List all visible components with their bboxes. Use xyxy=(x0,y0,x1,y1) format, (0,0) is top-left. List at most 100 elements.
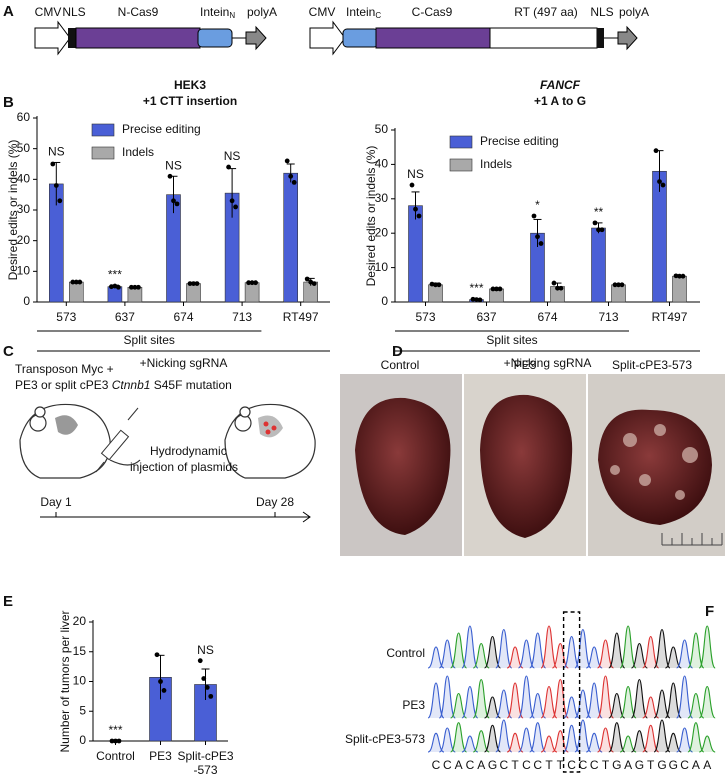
data-point xyxy=(197,658,203,664)
row-label: PE3 xyxy=(402,698,425,712)
trace-peak xyxy=(495,719,513,753)
base-letter: T xyxy=(557,758,565,772)
data-point xyxy=(167,173,173,179)
data-point xyxy=(592,220,598,226)
trace-peak xyxy=(461,735,479,753)
trace-peak xyxy=(540,735,558,753)
trace-peak xyxy=(529,632,547,669)
promoter-arrow xyxy=(34,20,71,56)
trace-peak xyxy=(439,727,456,753)
label: RT (497 aa) xyxy=(514,5,578,19)
row-label: Control xyxy=(386,646,425,660)
trace-peak xyxy=(630,678,648,719)
significance: NS xyxy=(407,167,424,181)
data-point xyxy=(291,180,297,185)
data-point xyxy=(229,198,235,204)
data-point xyxy=(660,182,666,188)
base-letter: A xyxy=(624,758,632,772)
data-point xyxy=(191,281,196,286)
data-point xyxy=(657,179,662,185)
bar xyxy=(244,282,260,303)
label-sub: C xyxy=(375,11,381,20)
data-point xyxy=(116,738,122,744)
y-tick-label: 0 xyxy=(79,733,86,747)
trace-peak xyxy=(529,692,546,719)
label: InteinC xyxy=(346,5,381,20)
y-tick-label: 20 xyxy=(375,225,389,239)
panel-letter: B xyxy=(3,94,14,111)
trace-peak xyxy=(596,675,615,719)
ruler xyxy=(661,533,723,546)
legend-swatch xyxy=(449,158,473,172)
trace-peak xyxy=(699,735,716,753)
trace-peak xyxy=(698,685,716,719)
y-tick-label: 40 xyxy=(17,172,31,186)
trace-peak xyxy=(653,719,671,753)
construct-left: CMV NLS N-Cas9 InteinN polyA xyxy=(34,5,277,56)
photo-label: Control xyxy=(381,358,420,372)
trace-peak xyxy=(450,692,467,719)
data-point xyxy=(187,281,193,286)
y-axis-label: Number of tumors per liver xyxy=(58,610,72,752)
data-point xyxy=(558,285,564,291)
liver xyxy=(355,397,451,535)
x-tick-label: 713 xyxy=(232,310,252,324)
legend-swatch xyxy=(449,135,473,149)
bar xyxy=(186,283,201,303)
data-point xyxy=(673,273,679,279)
bar xyxy=(428,284,443,303)
trace-peak xyxy=(506,646,524,669)
nls-box xyxy=(68,28,76,48)
data-point xyxy=(116,284,121,290)
syringe xyxy=(95,407,139,473)
chart-subtitle: +1 A to G xyxy=(534,94,586,108)
chart-title: HEK3 xyxy=(174,78,206,92)
data-point xyxy=(77,279,83,285)
base-letter: A xyxy=(477,758,485,772)
x-tick-label: Control xyxy=(96,749,135,763)
trace-peak xyxy=(518,639,535,669)
bar xyxy=(672,275,687,303)
data-point xyxy=(409,182,415,188)
trace-peak xyxy=(529,722,547,753)
x-tick-label: PE3 xyxy=(149,749,172,763)
text: Transposon Myc + xyxy=(15,362,114,376)
base-letter: C xyxy=(590,758,599,772)
label: CMV xyxy=(309,5,336,19)
trace-peak xyxy=(574,628,592,669)
trace-peak xyxy=(506,732,524,753)
y-tick-label: 30 xyxy=(375,191,389,205)
trace-peak xyxy=(676,727,693,753)
data-point xyxy=(171,198,176,204)
trace-peak xyxy=(484,724,501,753)
text: Hydrodynamic xyxy=(150,444,227,458)
x-tick-label: 674 xyxy=(173,310,193,324)
trace-peak xyxy=(585,646,603,669)
data-point xyxy=(599,227,605,233)
y-tick-label: 50 xyxy=(17,141,31,155)
base-letter: C xyxy=(567,758,576,772)
trace-peak xyxy=(642,724,659,753)
trace-peak xyxy=(472,642,490,669)
data-point xyxy=(470,296,476,302)
trace-peak xyxy=(664,682,682,719)
significance: ** xyxy=(594,205,604,219)
trace-peak xyxy=(687,632,705,669)
base-letter: G xyxy=(612,758,621,772)
trace-peak xyxy=(585,682,603,719)
y-tick-label: 50 xyxy=(375,122,389,136)
base-letter: C xyxy=(443,758,452,772)
x-tick-label: 637 xyxy=(115,310,135,324)
data-point xyxy=(284,158,290,164)
panel-d: Control PE3 Split-cPE3-573 xyxy=(340,358,725,556)
base-letter: T xyxy=(602,758,610,772)
trace-peak xyxy=(518,727,535,753)
y-tick-label: 60 xyxy=(17,110,31,124)
trace-peak xyxy=(608,632,626,669)
bar-chart: FANCF +1 A to G Desired edits or indels (%… xyxy=(364,78,700,370)
trace-peak xyxy=(642,635,660,669)
trace-peak xyxy=(676,675,694,719)
data-point xyxy=(208,693,214,699)
intein-box xyxy=(342,28,379,48)
